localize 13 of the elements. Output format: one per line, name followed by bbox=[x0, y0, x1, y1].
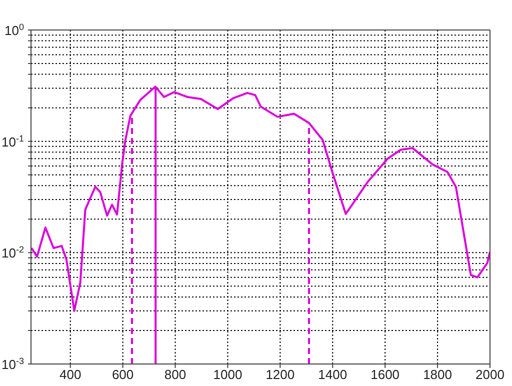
x-tick-label: 400 bbox=[59, 367, 82, 382]
x-tick-label: 800 bbox=[164, 367, 186, 382]
x-tick-label: 1600 bbox=[370, 367, 400, 382]
x-tick-label: 1400 bbox=[318, 367, 348, 382]
y-tick-label: 10$^{-2}$ bbox=[2, 244, 24, 261]
x-tick-label: 1000 bbox=[213, 367, 242, 382]
y-tick-label: 10$^{0}$ bbox=[4, 22, 24, 38]
x-tick-label: 2000 bbox=[476, 367, 504, 382]
y-tick-label: 10$^{-1}$ bbox=[2, 133, 24, 150]
y-tick-label: 10$^{-3}$ bbox=[2, 356, 24, 372]
x-tick-label: 600 bbox=[112, 367, 134, 382]
x-tick-label: 1200 bbox=[266, 367, 295, 382]
x-tick-label: 1800 bbox=[423, 367, 452, 382]
